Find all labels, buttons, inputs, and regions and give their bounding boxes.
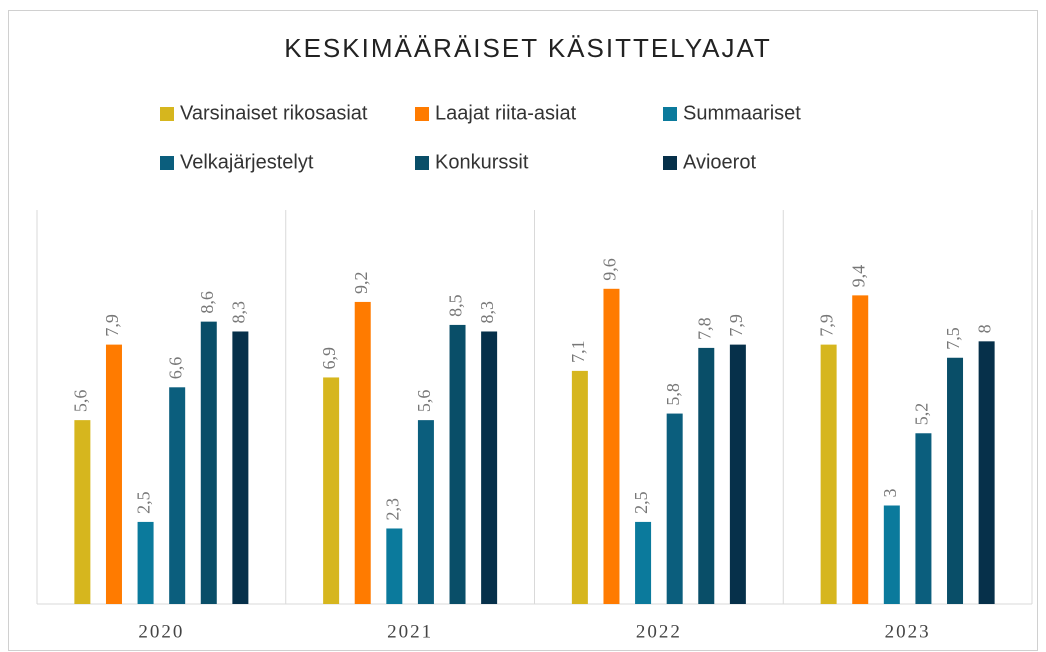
bar	[137, 521, 154, 604]
legend-swatch	[663, 156, 677, 170]
bar	[200, 321, 217, 604]
bar	[820, 344, 837, 604]
bar	[883, 505, 900, 604]
bar	[666, 413, 683, 604]
data-label: 5,2	[912, 403, 932, 426]
chart-title: KESKIMÄÄRÄISET KÄSITTELYAJAT	[284, 33, 772, 63]
legend-swatch	[663, 107, 677, 121]
data-label: 7,5	[943, 327, 963, 350]
bar	[74, 420, 91, 604]
data-label: 7,9	[817, 314, 837, 337]
bar	[571, 370, 588, 604]
bar	[947, 357, 964, 604]
legend-label: Laajat riita-asiat	[435, 102, 577, 124]
bar	[698, 347, 715, 604]
bar	[232, 331, 249, 604]
bar	[852, 295, 869, 604]
data-label: 8,6	[197, 291, 217, 314]
data-label: 5,8	[663, 383, 683, 406]
x-tick-label: 2020	[138, 621, 184, 642]
bar	[105, 344, 122, 604]
bar	[729, 344, 746, 604]
bar	[635, 521, 652, 604]
bar	[915, 433, 932, 604]
bar	[386, 528, 403, 604]
data-label: 8,3	[229, 301, 249, 324]
bar	[603, 288, 620, 604]
data-label: 3	[880, 489, 900, 498]
data-label: 6,6	[165, 357, 185, 380]
bar	[323, 377, 340, 604]
data-label: 6,9	[319, 347, 339, 370]
data-label: 8,5	[446, 294, 466, 317]
data-label: 9,2	[351, 271, 371, 294]
bar	[169, 387, 186, 604]
data-label: 9,4	[848, 265, 868, 288]
data-label: 2,5	[134, 491, 154, 514]
legend-label: Avioerot	[683, 151, 756, 173]
x-tick-label: 2022	[636, 621, 682, 642]
x-tick-label: 2021	[387, 621, 433, 642]
data-label: 8	[975, 324, 995, 333]
legend-swatch	[160, 107, 174, 121]
data-label: 2,5	[631, 491, 651, 514]
legend-swatch	[160, 156, 174, 170]
bar	[481, 331, 498, 604]
x-tick-label: 2023	[885, 621, 931, 642]
data-label: 7,1	[568, 340, 588, 363]
data-label: 7,9	[102, 314, 122, 337]
legend-swatch	[415, 107, 429, 121]
legend-label: Summaariset	[683, 102, 801, 124]
bar	[417, 420, 434, 604]
data-label: 5,6	[414, 390, 434, 413]
bar	[978, 341, 995, 604]
bar	[354, 301, 371, 604]
data-label: 7,9	[726, 314, 746, 337]
data-label: 9,6	[600, 258, 620, 281]
legend-swatch	[415, 156, 429, 170]
data-label: 8,3	[477, 301, 497, 324]
data-label: 7,8	[694, 317, 714, 340]
legend-label: Konkurssit	[435, 151, 529, 173]
data-label: 5,6	[71, 390, 91, 413]
data-label: 2,3	[382, 498, 402, 521]
legend-label: Velkajärjestelyt	[180, 151, 314, 173]
bar	[449, 324, 466, 604]
legend-label: Varsinaiset rikosasiat	[180, 102, 368, 124]
